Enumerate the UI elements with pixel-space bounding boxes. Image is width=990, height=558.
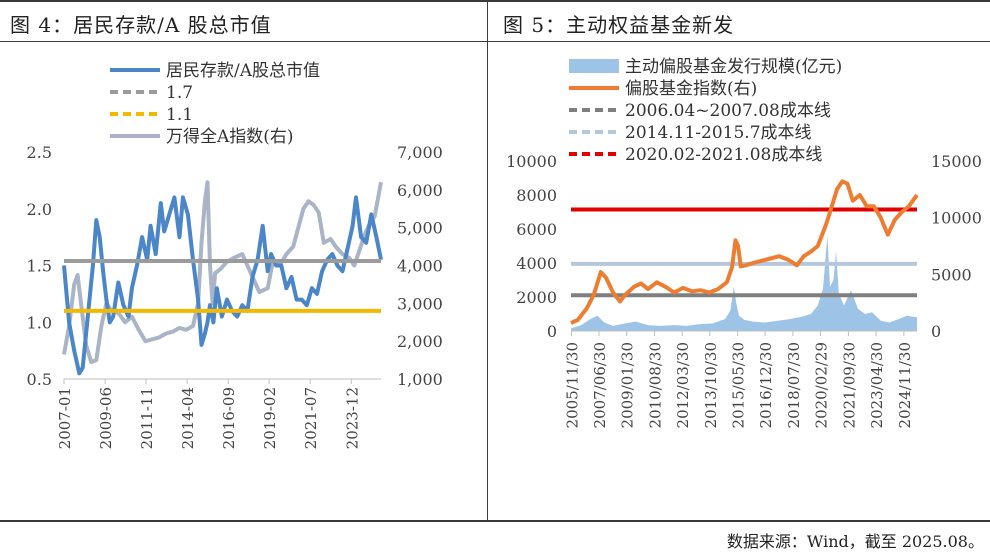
- x-tick-label: 2014-04: [179, 387, 197, 449]
- y-left-tick-label: 2000: [516, 288, 557, 307]
- y-right-tick-label: 0: [931, 322, 941, 341]
- y-left-tick-label: 2.5: [27, 143, 52, 162]
- x-tick-label: 2013/10/30: [702, 342, 720, 428]
- left-chart: 0.5 1.0 1.5 2.0 2.5 1,000 2,000 3,000 4,000 5,000…: [27, 61, 443, 449]
- legend-ref-1-1-label: 1.1: [166, 105, 193, 125]
- x-tick-label: 2019-02: [261, 387, 279, 449]
- x-tick-label: 2024/11/30: [896, 342, 914, 428]
- y-left-tick-label: 8000: [516, 186, 557, 205]
- x-tick-label: 2009/01/30: [619, 342, 637, 428]
- x-tick-label: 2007/06/30: [591, 342, 609, 428]
- y-right-tick-label: 6,000: [397, 181, 443, 200]
- y-left-tick-label: 10000: [506, 152, 557, 171]
- legend-ref-1-7-label: 1.7: [166, 83, 193, 103]
- wind-a-index-line: [62, 180, 383, 364]
- fund-index-line: [570, 179, 919, 325]
- right-chart-title: 图 5：主动权益基金新发: [503, 13, 735, 37]
- bottom-border: [0, 520, 990, 522]
- y-left-tick-label: 0.5: [27, 370, 52, 389]
- legend-wind-a-label: 万得全A指数(右): [166, 127, 294, 147]
- y-left-tick-label: 1.0: [27, 313, 52, 332]
- y-left-tick-label: 4000: [516, 254, 557, 273]
- legend-issuance-label: 主动偏股基金发行规模(亿元): [625, 57, 842, 77]
- left-chart-title: 图 4：居民存款/A 股总市值: [10, 13, 272, 37]
- y-right-tick-label: 7,000: [397, 143, 443, 162]
- panel-divider: [487, 2, 488, 520]
- x-tick-label: 2023/04/30: [868, 342, 886, 428]
- x-tick-label: 2005/11/30: [563, 342, 581, 428]
- legend-cost-line-2-label: 2014.11-2015.7成本线: [625, 123, 812, 143]
- y-left-tick-label: 2.0: [27, 200, 52, 219]
- x-tick-label: 2009-06: [97, 387, 115, 449]
- issuance-area: [571, 235, 917, 331]
- legend-issuance-swatch: [569, 59, 619, 73]
- x-tick-label: 2020/02/29: [813, 342, 831, 428]
- deposit-ratio-line: [62, 195, 383, 376]
- x-tick-label: 2012/03/30: [674, 342, 692, 428]
- y-right-tick-label: 5,000: [397, 219, 443, 238]
- x-tick-label: 2015/05/30: [730, 342, 748, 428]
- data-source-note: 数据来源：Wind，截至 2025.08。: [726, 532, 984, 551]
- header-divider: [0, 41, 990, 42]
- y-right-tick-label: 15000: [931, 152, 982, 171]
- legend-cost-line-1-label: 2006.04~2007.08成本线: [625, 101, 831, 121]
- x-tick-label: 2016/12/30: [757, 342, 775, 428]
- y-left-tick-label: 0: [547, 322, 557, 341]
- y-right-tick-label: 1,000: [397, 370, 443, 389]
- y-left-tick-label: 6000: [516, 220, 557, 239]
- x-tick-label: 2011-11: [138, 387, 156, 449]
- x-tick-label: 2021-07: [302, 387, 320, 449]
- legend-fund-index-label: 偏股基金指数(右): [625, 79, 757, 99]
- x-tick-label: 2023-12: [343, 387, 361, 449]
- y-right-tick-label: 3,000: [397, 294, 443, 313]
- x-tick-label: 2018/07/30: [785, 342, 803, 428]
- y-right-tick-label: 4,000: [397, 257, 443, 276]
- x-tick-label: 2016-09: [220, 387, 238, 449]
- x-tick-label: 2021/09/30: [840, 342, 858, 428]
- top-border: [0, 0, 990, 2]
- x-tick-label: 2007-01: [56, 387, 74, 449]
- x-tick-label: 2010/08/30: [646, 342, 664, 428]
- legend-cost-line-3-label: 2020.02-2021.08成本线: [625, 145, 822, 165]
- y-left-tick-label: 1.5: [27, 257, 52, 276]
- y-right-tick-label: 5000: [931, 265, 972, 284]
- right-chart: 0 2000 4000 6000 8000 10000 0 5000 10000 15000 200…: [506, 57, 982, 428]
- y-right-tick-label: 2,000: [397, 332, 443, 351]
- y-right-tick-label: 10000: [931, 209, 982, 228]
- legend-deposit-ratio-label: 居民存款/A股总市值: [166, 61, 320, 81]
